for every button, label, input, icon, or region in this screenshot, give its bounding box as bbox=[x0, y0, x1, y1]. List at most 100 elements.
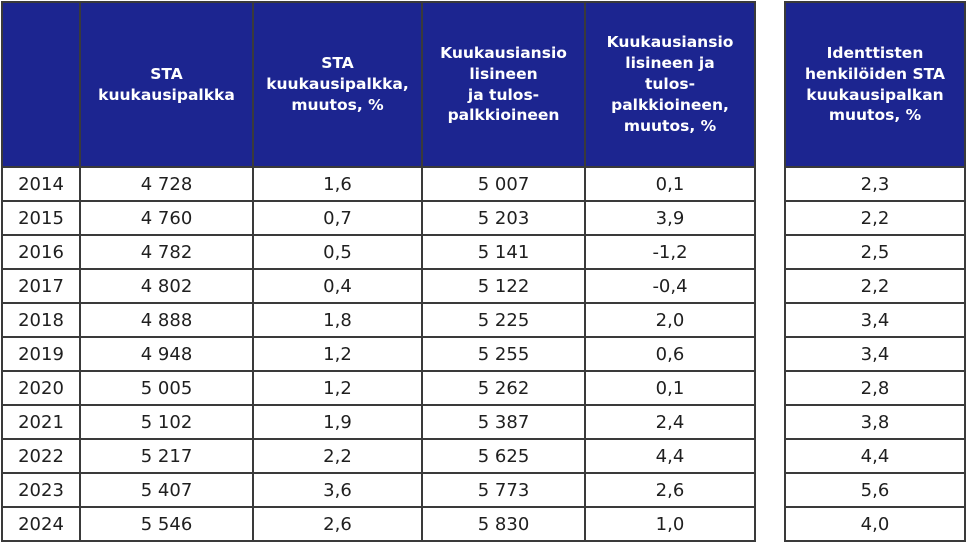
table-row: 2017 4 802 0,4 5 122 -0,4 bbox=[1, 268, 756, 304]
value-cell: 5 225 bbox=[421, 302, 586, 338]
year-cell: 2024 bbox=[1, 506, 81, 542]
side-header-cell: Identtisten henkilöiden STA kuukausipalk… bbox=[784, 1, 966, 168]
main-table-body: 2014 4 728 1,6 5 007 0,1 2015 4 760 0,7 5 203 3,9… bbox=[1, 166, 756, 542]
value-cell: 5 203 bbox=[421, 200, 586, 236]
value-cell: 5 141 bbox=[421, 234, 586, 270]
value-cell: 1,6 bbox=[252, 166, 423, 202]
year-cell: 2014 bbox=[1, 166, 81, 202]
value-cell: 2,2 bbox=[784, 268, 966, 304]
value-cell: 2,6 bbox=[584, 472, 756, 508]
value-cell: 3,4 bbox=[784, 302, 966, 338]
value-cell: 4 782 bbox=[79, 234, 254, 270]
value-cell: 0,1 bbox=[584, 370, 756, 406]
value-cell: 2,2 bbox=[784, 200, 966, 236]
table-row: 2024 5 546 2,6 5 830 1,0 bbox=[1, 506, 756, 542]
value-cell: 5 830 bbox=[421, 506, 586, 542]
value-cell: 5 387 bbox=[421, 404, 586, 440]
value-cell: 4 888 bbox=[79, 302, 254, 338]
main-header-col-4: Kuukausiansio lisineen ja tulos- palkkio… bbox=[584, 1, 756, 168]
value-cell: 4,4 bbox=[584, 438, 756, 474]
value-cell: 2,4 bbox=[584, 404, 756, 440]
value-cell: 2,0 bbox=[584, 302, 756, 338]
value-cell: 1,9 bbox=[252, 404, 423, 440]
value-cell: 0,7 bbox=[252, 200, 423, 236]
table-row: 2,2 bbox=[784, 268, 966, 304]
year-cell: 2016 bbox=[1, 234, 81, 270]
value-cell: 4 948 bbox=[79, 336, 254, 372]
table-row: 3,8 bbox=[784, 404, 966, 440]
value-cell: 5 217 bbox=[79, 438, 254, 474]
value-cell: 1,0 bbox=[584, 506, 756, 542]
value-cell: 3,4 bbox=[784, 336, 966, 372]
value-cell: 2,3 bbox=[784, 166, 966, 202]
table-row: 2,5 bbox=[784, 234, 966, 270]
year-cell: 2017 bbox=[1, 268, 81, 304]
side-header-row: Identtisten henkilöiden STA kuukausipalk… bbox=[784, 1, 966, 168]
year-cell: 2019 bbox=[1, 336, 81, 372]
value-cell: -1,2 bbox=[584, 234, 756, 270]
value-cell: 0,6 bbox=[584, 336, 756, 372]
year-cell: 2023 bbox=[1, 472, 81, 508]
value-cell: 2,2 bbox=[252, 438, 423, 474]
value-cell: 0,1 bbox=[584, 166, 756, 202]
table-row: 2,3 bbox=[784, 166, 966, 202]
main-header-row: STA kuukausipalkka STA kuukausipalkka, mu… bbox=[1, 1, 756, 168]
year-cell: 2018 bbox=[1, 302, 81, 338]
table-row: 2,8 bbox=[784, 370, 966, 406]
value-cell: 5 262 bbox=[421, 370, 586, 406]
main-header-col-1: STA kuukausipalkka bbox=[79, 1, 254, 168]
table-row: 2020 5 005 1,2 5 262 0,1 bbox=[1, 370, 756, 406]
main-header-col-0 bbox=[1, 1, 81, 168]
table-row: 2023 5 407 3,6 5 773 2,6 bbox=[1, 472, 756, 508]
value-cell: 2,6 bbox=[252, 506, 423, 542]
table-row: 2016 4 782 0,5 5 141 -1,2 bbox=[1, 234, 756, 270]
table-row: 2018 4 888 1,8 5 225 2,0 bbox=[1, 302, 756, 338]
value-cell: -0,4 bbox=[584, 268, 756, 304]
table-row: 4,4 bbox=[784, 438, 966, 474]
table-row: 4,0 bbox=[784, 506, 966, 542]
table-row: 5,6 bbox=[784, 472, 966, 508]
table-row: 2015 4 760 0,7 5 203 3,9 bbox=[1, 200, 756, 236]
table-row: 3,4 bbox=[784, 302, 966, 338]
identical-persons-table: Identtisten henkilöiden STA kuukausipalk… bbox=[784, 1, 966, 542]
value-cell: 3,6 bbox=[252, 472, 423, 508]
value-cell: 4 760 bbox=[79, 200, 254, 236]
value-cell: 2,5 bbox=[784, 234, 966, 270]
value-cell: 5 546 bbox=[79, 506, 254, 542]
main-salary-table: STA kuukausipalkka STA kuukausipalkka, mu… bbox=[1, 1, 756, 542]
value-cell: 3,9 bbox=[584, 200, 756, 236]
table-row: 2021 5 102 1,9 5 387 2,4 bbox=[1, 404, 756, 440]
value-cell: 1,2 bbox=[252, 336, 423, 372]
value-cell: 5 255 bbox=[421, 336, 586, 372]
year-cell: 2022 bbox=[1, 438, 81, 474]
value-cell: 4,0 bbox=[784, 506, 966, 542]
value-cell: 5 005 bbox=[79, 370, 254, 406]
value-cell: 5 625 bbox=[421, 438, 586, 474]
value-cell: 1,8 bbox=[252, 302, 423, 338]
year-cell: 2020 bbox=[1, 370, 81, 406]
value-cell: 5 007 bbox=[421, 166, 586, 202]
value-cell: 3,8 bbox=[784, 404, 966, 440]
value-cell: 0,4 bbox=[252, 268, 423, 304]
value-cell: 5 407 bbox=[79, 472, 254, 508]
side-table-body: 2,3 2,2 2,5 2,2 3,4 3,4 2,8 3,8 4,4 5,6 4,0 bbox=[784, 166, 966, 542]
table-row: 2022 5 217 2,2 5 625 4,4 bbox=[1, 438, 756, 474]
value-cell: 4 802 bbox=[79, 268, 254, 304]
table-row: 2,2 bbox=[784, 200, 966, 236]
value-cell: 5,6 bbox=[784, 472, 966, 508]
year-cell: 2021 bbox=[1, 404, 81, 440]
main-header-col-2: STA kuukausipalkka, muutos, % bbox=[252, 1, 423, 168]
value-cell: 2,8 bbox=[784, 370, 966, 406]
main-header-col-3: Kuukausiansio lisineen ja tulos- palkkio… bbox=[421, 1, 586, 168]
value-cell: 5 102 bbox=[79, 404, 254, 440]
year-cell: 2015 bbox=[1, 200, 81, 236]
value-cell: 4 728 bbox=[79, 166, 254, 202]
table-row: 2014 4 728 1,6 5 007 0,1 bbox=[1, 166, 756, 202]
value-cell: 0,5 bbox=[252, 234, 423, 270]
table-row: 3,4 bbox=[784, 336, 966, 372]
table-row: 2019 4 948 1,2 5 255 0,6 bbox=[1, 336, 756, 372]
value-cell: 4,4 bbox=[784, 438, 966, 474]
value-cell: 5 773 bbox=[421, 472, 586, 508]
value-cell: 5 122 bbox=[421, 268, 586, 304]
